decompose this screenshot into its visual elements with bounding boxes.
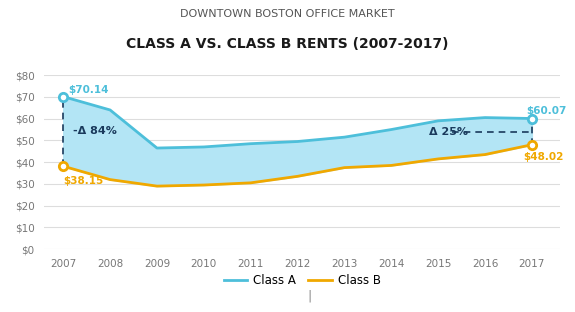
Text: DOWNTOWN BOSTON OFFICE MARKET: DOWNTOWN BOSTON OFFICE MARKET [180,9,395,19]
Text: |: | [307,289,312,302]
Text: $38.15: $38.15 [63,176,104,186]
Text: $60.07: $60.07 [526,106,566,116]
Legend: Class A, Class B: Class A, Class B [219,270,385,292]
Text: $70.14: $70.14 [68,85,109,95]
Text: Δ 25%: Δ 25% [429,127,468,137]
Text: $48.02: $48.02 [523,152,564,162]
Text: CLASS A VS. CLASS B RENTS (2007-2017): CLASS A VS. CLASS B RENTS (2007-2017) [126,37,449,51]
Text: -Δ 84%: -Δ 84% [72,126,117,136]
